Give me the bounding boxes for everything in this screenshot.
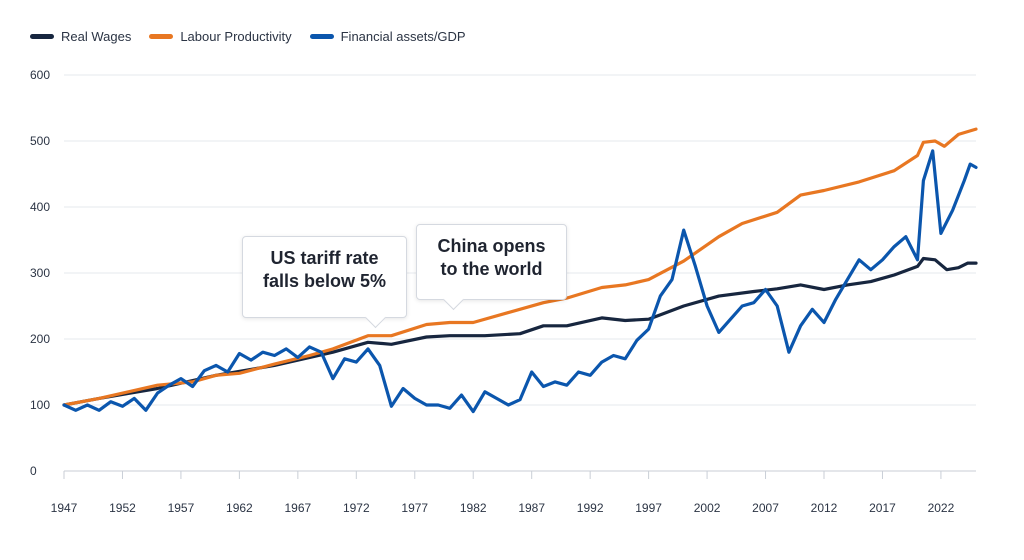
x-tick-label: 2012 xyxy=(811,501,838,515)
series-lines xyxy=(62,127,978,414)
y-tick-label: 500 xyxy=(30,134,50,148)
x-tick-label: 1967 xyxy=(284,501,311,515)
legend-item-labour-productivity[interactable]: Labour Productivity xyxy=(149,29,292,44)
legend-label-labour-productivity: Labour Productivity xyxy=(180,29,292,44)
annotation-us-tariff-line1: US tariff rate xyxy=(270,248,379,268)
x-tick-label: 1977 xyxy=(401,501,428,515)
annotation-us-tariff-line2: falls below 5% xyxy=(262,271,387,291)
x-tick-label: 1947 xyxy=(51,501,78,515)
x-tick-label: 1952 xyxy=(109,501,136,515)
x-tick-label: 1982 xyxy=(460,501,487,515)
x-axis-ticks: 1947 1952 1957 1962 1967 1972 1977 1982 1987 1992… xyxy=(51,471,955,515)
series-line-financial-assets-gdp xyxy=(62,149,978,414)
legend-item-real-wages[interactable]: Real Wages xyxy=(30,29,131,44)
x-tick-label: 2007 xyxy=(752,501,779,515)
y-tick-label: 600 xyxy=(30,68,50,82)
y-tick-label: 0 xyxy=(30,464,37,478)
legend-label-real-wages: Real Wages xyxy=(61,29,132,44)
legend-swatch-labour-productivity xyxy=(149,34,174,39)
series-line-real-wages xyxy=(62,256,978,407)
x-tick-label: 2002 xyxy=(694,501,721,515)
y-axis-ticks: 0 100 200 300 400 500 600 xyxy=(30,68,50,478)
y-tick-label: 300 xyxy=(30,266,50,280)
series-line-labour-productivity xyxy=(62,127,978,407)
x-tick-label: 1992 xyxy=(577,501,604,515)
x-tick-label: 1997 xyxy=(635,501,662,515)
legend-label-financial-assets: Financial assets/GDP xyxy=(340,29,466,44)
legend-swatch-financial-assets xyxy=(309,34,334,39)
x-tick-label: 2022 xyxy=(928,501,955,515)
legend: Real Wages Labour Productivity Financial… xyxy=(30,29,466,44)
annotation-china-opens-line1: China opens xyxy=(437,236,546,256)
annotation-china-opens-line2: to the world xyxy=(440,259,543,279)
legend-swatch-real-wages xyxy=(30,34,54,39)
y-tick-label: 200 xyxy=(30,332,50,346)
annotation-china-opens: China opens to the world xyxy=(416,224,567,311)
annotation-us-tariff: US tariff rate falls below 5% xyxy=(242,236,407,329)
y-tick-label: 100 xyxy=(30,398,50,412)
gridlines xyxy=(64,74,976,472)
legend-item-financial-assets[interactable]: Financial assets/GDP xyxy=(309,29,466,44)
x-tick-label: 1962 xyxy=(226,501,253,515)
x-tick-label: 2017 xyxy=(869,501,896,515)
x-tick-label: 1972 xyxy=(343,501,370,515)
y-tick-label: 400 xyxy=(30,200,50,214)
x-tick-label: 1987 xyxy=(518,501,545,515)
x-tick-label: 1957 xyxy=(168,501,195,515)
